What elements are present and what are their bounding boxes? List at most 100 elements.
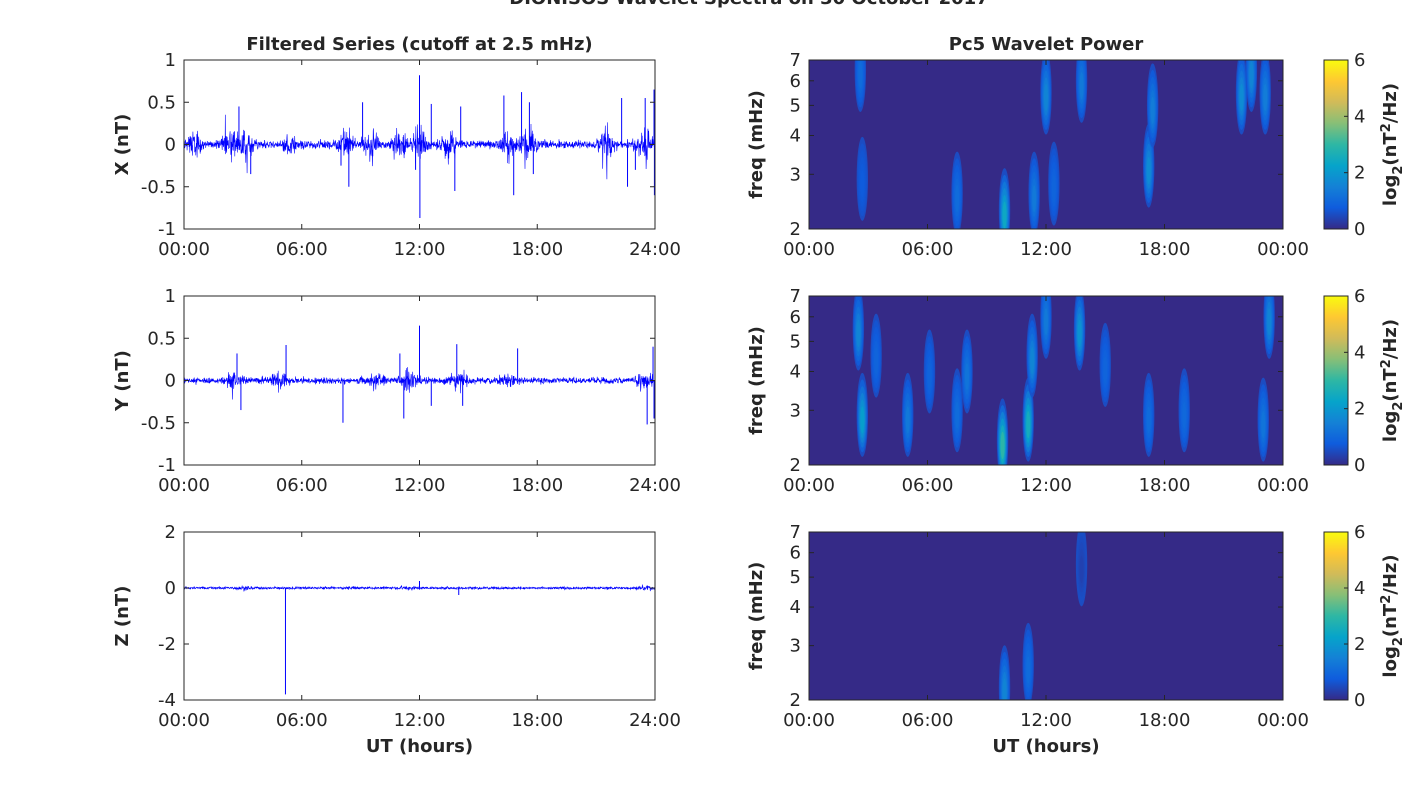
z-wavelet-xlabel: UT (hours) — [992, 736, 1099, 757]
y-wavelet-blob-1-layer-1 — [856, 319, 861, 348]
y-wavelet-ytick-label-2: 4 — [790, 361, 801, 382]
y-series-ylabel: Y (nT) — [112, 350, 133, 412]
y-wavelet-xtick-label-1: 06:00 — [902, 475, 954, 496]
x-wavelet-xtick-label-4: 00:00 — [1257, 239, 1309, 260]
z-series-ylabel: Z (nT) — [112, 586, 133, 647]
z-series-ytick-label-0: -4 — [158, 690, 176, 711]
x-wavelet-blob-9-layer-1 — [1150, 96, 1155, 125]
y-series-ytick-label-1: -0.5 — [141, 413, 176, 434]
z-series-xtick-label-2: 12:00 — [394, 710, 446, 731]
y-wavelet-blob-14-layer-1 — [1182, 401, 1187, 429]
z-wavelet-power-blobs — [998, 532, 1088, 700]
y-wavelet-colorbar-tick-label-2: 4 — [1354, 342, 1365, 363]
x-series-title: Filtered Series (cutoff at 2.5 mHz) — [246, 34, 592, 55]
y-wavelet-colorbar-tick-label-1: 2 — [1354, 399, 1365, 420]
z-wavelet-colorbar: 0 2 4 6 log2(nT2/Hz) — [1323, 522, 1406, 711]
y-wavelet-colorbar: 0 2 4 6 log2(nT2/Hz) — [1323, 286, 1406, 476]
z-wavelet-blob-2-layer-1 — [1079, 555, 1084, 584]
z-wavelet-xtick-label-4: 00:00 — [1257, 710, 1309, 731]
y-wavelet-xtick-label-3: 18:00 — [1139, 475, 1191, 496]
x-series-ytick-label-4: 1 — [165, 50, 176, 71]
y-series-xtick-label-3: 18:00 — [511, 475, 563, 496]
x-wavelet-panel: 0 2 4 6 log2(nT2/Hz) 00:00 06:00 12:00 18:00 00:0… — [746, 34, 1406, 260]
x-wavelet-xtick-label-1: 06:00 — [902, 239, 954, 260]
y-wavelet-ylabel: freq (mHz) — [746, 326, 767, 435]
x-wavelet-blob-8-layer-1 — [1146, 156, 1151, 185]
y-wavelet-ytick-label-4: 6 — [790, 307, 801, 328]
y-wavelet-blob-9-layer-1 — [1030, 346, 1035, 375]
y-wavelet-ytick-label-5: 7 — [790, 286, 801, 307]
y-wavelet-xtick-label-2: 12:00 — [1020, 475, 1072, 496]
x-wavelet-colorbar-tick-label-3: 6 — [1354, 50, 1365, 71]
y-series-ytick-label-3: 0.5 — [147, 328, 176, 349]
y-series-ytick-label-0: -1 — [158, 455, 176, 476]
y-series-xtick-label-4: 24:00 — [629, 475, 681, 496]
z-series-line — [184, 584, 655, 592]
z-wavelet-ytick-label-4: 6 — [790, 543, 801, 564]
x-wavelet-colorbar-gradient — [1323, 59, 1349, 230]
z-wavelet-blob-0-layer-1 — [1002, 678, 1007, 700]
x-wavelet-colorbar-tick-label-0: 0 — [1354, 219, 1365, 240]
x-series-xtick-label-1: 06:00 — [276, 239, 328, 260]
x-wavelet-blob-11-layer-1 — [1249, 61, 1254, 89]
y-series-xtick-label-0: 00:00 — [158, 475, 210, 496]
z-wavelet-ytick-label-5: 7 — [790, 522, 801, 543]
y-wavelet-blob-11-layer-1 — [1077, 319, 1082, 348]
x-series-panel: 00:00 06:00 12:00 18:00 24:00 -1 -0.5 0 0.5 1 X (n… — [112, 34, 681, 260]
y-wavelet-blob-8-layer-1 — [1026, 410, 1031, 439]
y-wavelet-blob-4-layer-1 — [927, 362, 932, 391]
x-series-ytick-label-2: 0 — [165, 135, 176, 156]
y-series-panel: 00:00 06:00 12:00 18:00 24:00 -1 -0.5 0 0.5 1 Y (n… — [112, 286, 681, 496]
y-wavelet-blob-3-layer-1 — [905, 406, 910, 434]
z-wavelet-blob-1-layer-1 — [1026, 656, 1031, 684]
z-series-plot-area — [184, 532, 655, 700]
z-wavelet-xtick-label-1: 06:00 — [902, 710, 954, 731]
y-wavelet-blob-0-layer-1 — [860, 406, 865, 434]
x-wavelet-ytick-label-1: 3 — [790, 164, 801, 185]
x-wavelet-ytick-label-5: 7 — [790, 50, 801, 71]
z-wavelet-xtick-label-3: 18:00 — [1139, 710, 1191, 731]
z-wavelet-panel: 0 2 4 6 log2(nT2/Hz) 00:00 06:00 12:00 18:00 00:0… — [746, 522, 1406, 757]
x-wavelet-blob-5-layer-1 — [1044, 83, 1048, 112]
z-wavelet-ytick-label-1: 3 — [790, 636, 801, 657]
z-wavelet-ytick-label-2: 4 — [790, 597, 801, 618]
x-wavelet-title: Pc5 Wavelet Power — [949, 34, 1144, 55]
z-wavelet-plot-area — [809, 532, 1283, 700]
x-wavelet-blob-6-layer-1 — [1051, 174, 1056, 203]
z-series-xtick-label-0: 00:00 — [158, 710, 210, 731]
figure-title: DIONISOS Wavelet Spectra on 30 October 2… — [509, 0, 988, 9]
y-wavelet-blob-2-layer-1 — [874, 346, 879, 375]
y-series-xtick-label-2: 12:00 — [394, 475, 446, 496]
x-wavelet-blob-10-layer-1 — [1239, 83, 1244, 112]
x-wavelet-ytick-label-3: 5 — [790, 95, 801, 116]
y-series-ytick-label-2: 0 — [165, 371, 176, 392]
y-wavelet-panel: 0 2 4 6 log2(nT2/Hz) 00:00 06:00 12:00 18:00 00:0… — [746, 286, 1406, 496]
x-wavelet-colorbar-tick-label-2: 4 — [1354, 106, 1365, 127]
z-series-xtick-label-4: 24:00 — [629, 710, 681, 731]
z-series-ytick-label-2: 0 — [165, 578, 176, 599]
x-series-ylabel: X (nT) — [112, 114, 133, 176]
y-wavelet-xtick-label-4: 00:00 — [1257, 475, 1309, 496]
z-wavelet-ylabel: freq (mHz) — [746, 562, 767, 671]
z-wavelet-colorbar-tick-label-0: 0 — [1354, 690, 1365, 711]
y-wavelet-blob-7-layer-1 — [1000, 431, 1005, 460]
x-series-ytick-label-1: -0.5 — [141, 177, 176, 198]
x-wavelet-ylabel: freq (mHz) — [746, 90, 767, 199]
z-wavelet-xtick-label-0: 00:00 — [783, 710, 835, 731]
x-wavelet-xtick-label-2: 12:00 — [1020, 239, 1072, 260]
x-series-ytick-label-3: 0.5 — [147, 92, 176, 113]
y-wavelet-colorbar-gradient — [1323, 295, 1349, 466]
z-series-ytick-label-3: 2 — [165, 522, 176, 543]
z-series-xtick-label-3: 18:00 — [511, 710, 563, 731]
z-wavelet-colorbar-tick-label-3: 6 — [1354, 522, 1365, 543]
y-wavelet-ytick-label-3: 5 — [790, 331, 801, 352]
y-wavelet-power-blobs — [852, 296, 1275, 465]
y-wavelet-colorbar-tick-label-3: 6 — [1354, 286, 1365, 307]
z-series-panel: 00:00 06:00 12:00 18:00 24:00 -4 -2 0 2 Z (nT) UT … — [112, 522, 681, 757]
y-wavelet-blob-12-layer-1 — [1103, 356, 1108, 384]
y-wavelet-blob-15-layer-1 — [1261, 410, 1266, 439]
x-series-xtick-label-2: 12:00 — [394, 239, 446, 260]
y-wavelet-colorbar-label: log2(nT2/Hz) — [1379, 319, 1406, 442]
x-wavelet-colorbar: 0 2 4 6 log2(nT2/Hz) — [1323, 50, 1406, 240]
